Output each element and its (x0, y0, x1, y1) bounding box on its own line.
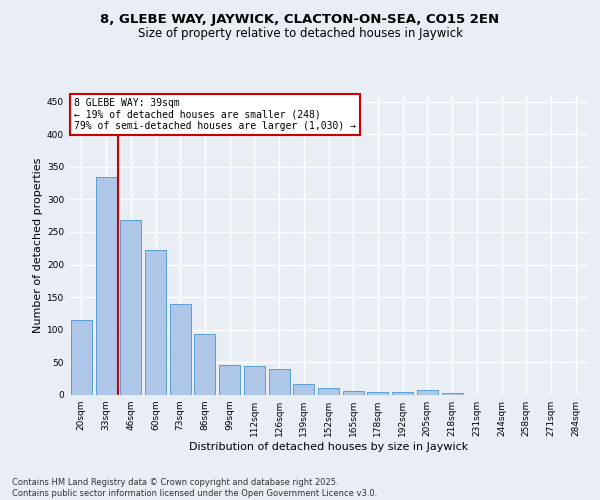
Text: Contains HM Land Registry data © Crown copyright and database right 2025.
Contai: Contains HM Land Registry data © Crown c… (12, 478, 377, 498)
Text: Size of property relative to detached houses in Jaywick: Size of property relative to detached ho… (137, 28, 463, 40)
Bar (120, 220, 141, 395)
Bar (269, 369, 290, 395)
Bar (293, 384, 314, 395)
Bar (442, 393, 463, 395)
Bar (392, 392, 413, 395)
Bar (71, 320, 92, 395)
Y-axis label: Number of detached properties: Number of detached properties (33, 158, 43, 332)
X-axis label: Distribution of detached houses by size in Jaywick: Distribution of detached houses by size … (189, 442, 468, 452)
Bar (367, 392, 388, 395)
Bar (145, 250, 166, 395)
Bar (219, 365, 240, 395)
Bar (170, 304, 191, 395)
Bar (244, 366, 265, 395)
Bar (318, 388, 339, 395)
Bar (194, 334, 215, 395)
Bar (95, 176, 116, 395)
Text: 8 GLEBE WAY: 39sqm
← 19% of detached houses are smaller (248)
79% of semi-detach: 8 GLEBE WAY: 39sqm ← 19% of detached hou… (74, 98, 356, 131)
Bar (417, 390, 438, 395)
Bar (343, 391, 364, 395)
Text: 8, GLEBE WAY, JAYWICK, CLACTON-ON-SEA, CO15 2EN: 8, GLEBE WAY, JAYWICK, CLACTON-ON-SEA, C… (100, 12, 500, 26)
